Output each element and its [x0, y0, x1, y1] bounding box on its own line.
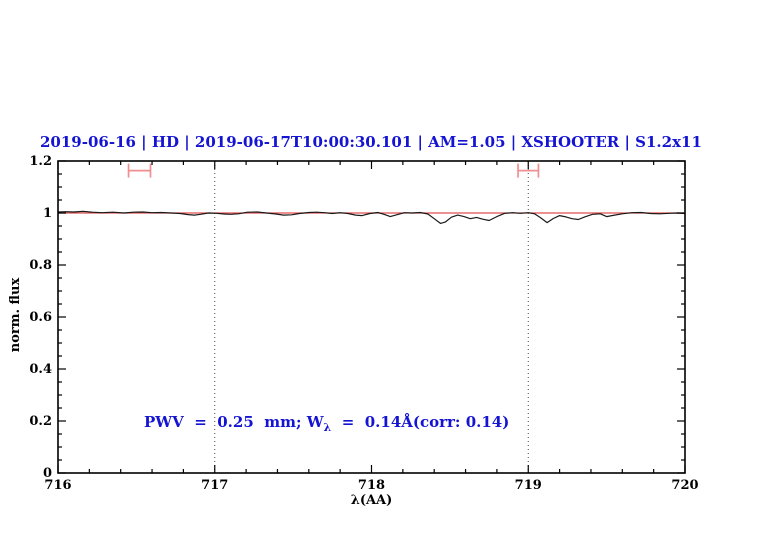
x-tick-label: 716 — [44, 478, 71, 493]
y-tick-label: 0.4 — [29, 362, 52, 377]
annotation-prefix: PWV = 0.25 mm; W — [144, 413, 324, 431]
x-tick-label: 717 — [201, 478, 228, 493]
pwv-range-marker — [517, 163, 540, 178]
y-axis-title: norm. flux — [8, 277, 23, 353]
annotation-suffix: = 0.14Å(corr: 0.14) — [331, 413, 510, 431]
annotation-lambda-subscript: λ — [323, 421, 332, 434]
observed-spectrum-line — [57, 210, 686, 224]
y-tick-label: 1.2 — [29, 154, 52, 169]
plot-title: 2019-06-16 | HD | 2019-06-17T10:00:30.10… — [40, 133, 702, 151]
x-tick-label: 719 — [515, 478, 542, 493]
x-tick-label: 720 — [671, 478, 698, 493]
y-tick-label: 1 — [43, 206, 52, 221]
y-tick-label: 0.6 — [29, 310, 52, 325]
y-tick-label: 0.8 — [29, 258, 52, 273]
x-axis-title: λ(AA) — [350, 493, 393, 508]
pwv-range-marker — [127, 163, 152, 178]
pwv-annotation: PWV = 0.25 mm; Wλ = 0.14Å(corr: 0.14) — [144, 413, 509, 434]
y-tick-label: 0 — [43, 466, 52, 481]
x-tick-label: 718 — [358, 478, 385, 493]
y-tick-label: 0.2 — [29, 414, 52, 429]
